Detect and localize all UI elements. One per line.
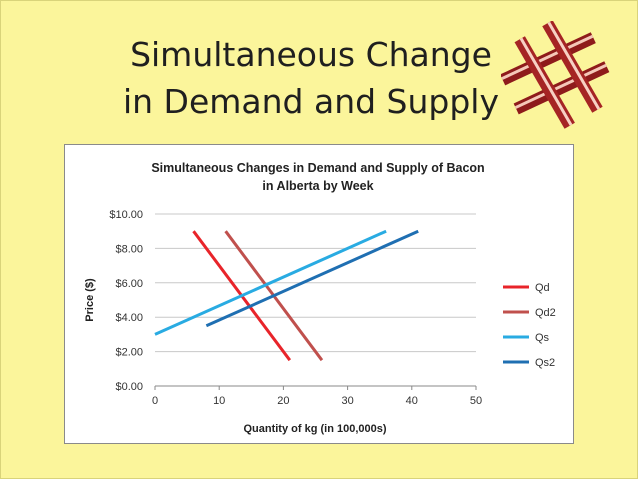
- y-tick-label: $2.00: [115, 347, 143, 359]
- y-tick-label: $0.00: [115, 381, 143, 393]
- series-lines: [154, 229, 419, 362]
- x-tick-label: 0: [152, 395, 158, 407]
- legend-label-qd: Qd: [535, 282, 550, 294]
- bacon-icon: [501, 21, 610, 129]
- legend-label-qd2: Qd2: [535, 307, 556, 319]
- gridlines: [155, 213, 476, 353]
- chart: Simultaneous Changes in Demand and Suppl…: [64, 144, 574, 444]
- chart-title-line2: in Alberta by Week: [262, 179, 373, 193]
- series-line-qs2: [205, 229, 419, 328]
- y-tick-label: $4.00: [115, 312, 143, 324]
- legend: Qd Qd2 Qs Qs2: [503, 282, 556, 369]
- x-tick-label: 30: [341, 395, 353, 407]
- x-tick-label: 10: [213, 395, 225, 407]
- slide-title-line2: in Demand and Supply: [122, 82, 500, 121]
- axes: [154, 385, 477, 390]
- y-tick-labels: $0.00 $2.00 $4.00 $6.00 $8.00 $10.00: [109, 209, 143, 393]
- x-tick-label: 20: [277, 395, 289, 407]
- x-tick-label: 40: [406, 395, 418, 407]
- chart-canvas: Simultaneous Changes in Demand and Suppl…: [84, 161, 556, 435]
- chart-title-line1: Simultaneous Changes in Demand and Suppl…: [151, 161, 484, 175]
- y-tick-label: $8.00: [115, 243, 143, 255]
- legend-label-qs2: Qs2: [535, 357, 555, 369]
- y-tick-label: $10.00: [109, 209, 143, 221]
- series-line-qs: [154, 229, 387, 336]
- legend-label-qs: Qs: [535, 332, 550, 344]
- y-tick-label: $6.00: [115, 278, 143, 290]
- x-tick-label: 50: [470, 395, 482, 407]
- slide-title: Simultaneous Change in Demand and Supply: [111, 31, 511, 125]
- slide-title-line1: Simultaneous Change: [130, 35, 492, 74]
- y-axis-label: Price ($): [84, 278, 96, 322]
- x-axis-label: Quantity of kg (in 100,000s): [243, 423, 386, 435]
- x-tick-labels: 0 10 20 30 40 50: [152, 395, 482, 407]
